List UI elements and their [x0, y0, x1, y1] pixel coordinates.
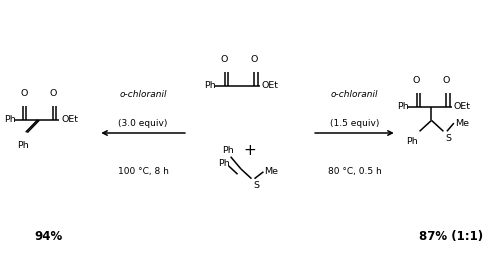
- Text: Ph: Ph: [222, 146, 234, 155]
- Text: 80 °C, 0.5 h: 80 °C, 0.5 h: [328, 167, 382, 176]
- Text: (3.0 equiv): (3.0 equiv): [118, 119, 168, 128]
- Text: O: O: [50, 89, 58, 98]
- Text: O: O: [20, 89, 28, 98]
- Text: o-chloranil: o-chloranil: [330, 90, 378, 99]
- Text: +: +: [244, 143, 256, 158]
- Text: S: S: [446, 134, 452, 143]
- Text: O: O: [442, 76, 450, 85]
- Text: Ph: Ph: [4, 115, 16, 124]
- Text: Ph: Ph: [218, 159, 230, 168]
- Text: o-chloranil: o-chloranil: [120, 90, 167, 99]
- Text: (1.5 equiv): (1.5 equiv): [330, 119, 379, 128]
- Text: Ph: Ph: [18, 141, 29, 150]
- Text: O: O: [251, 55, 258, 64]
- Text: OEt: OEt: [453, 102, 470, 111]
- Text: OEt: OEt: [261, 81, 278, 90]
- Text: O: O: [221, 55, 228, 64]
- Text: S: S: [253, 181, 259, 190]
- Text: 87% (1:1): 87% (1:1): [420, 230, 484, 243]
- Text: Me: Me: [264, 167, 278, 176]
- Text: OEt: OEt: [61, 115, 78, 124]
- Text: Ph: Ph: [406, 136, 418, 146]
- Text: Me: Me: [456, 119, 469, 128]
- Text: 100 °C, 8 h: 100 °C, 8 h: [118, 167, 168, 176]
- Text: 94%: 94%: [34, 230, 63, 243]
- Text: O: O: [413, 76, 420, 85]
- Text: Ph: Ph: [396, 102, 408, 111]
- Text: Ph: Ph: [204, 81, 216, 90]
